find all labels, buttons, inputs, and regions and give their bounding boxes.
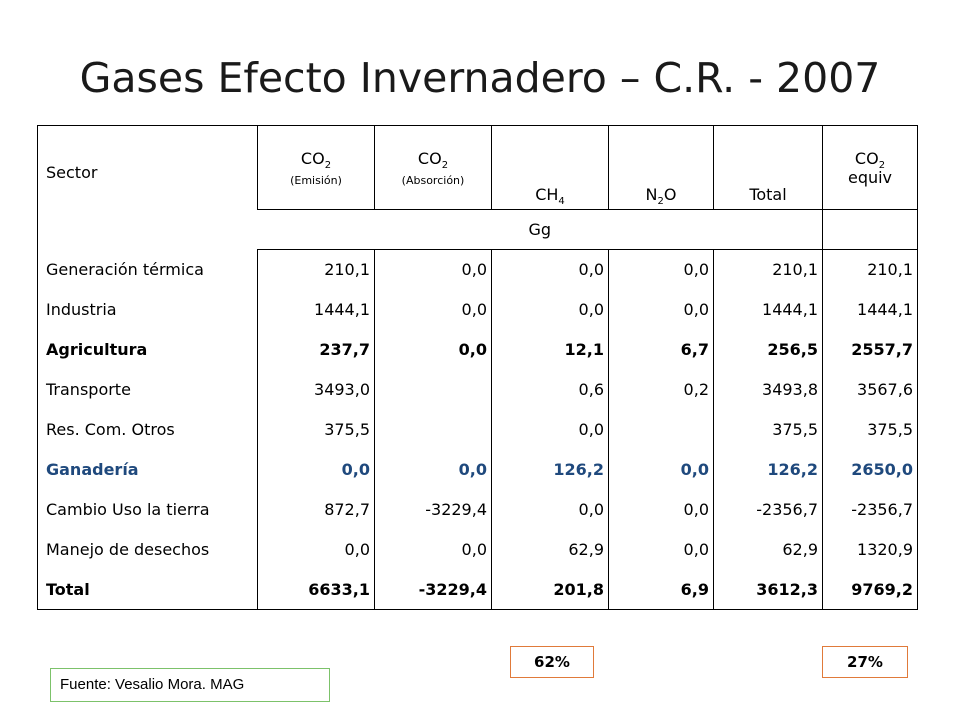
cell-ch4: 62,9 (491, 529, 609, 570)
cell-sector: Total (37, 569, 258, 610)
cell-co2-absorcion (374, 369, 492, 410)
units-row: Gg (37, 209, 918, 250)
cell-co2-equiv: 2557,7 (822, 329, 918, 370)
cell-co2-equiv: 3567,6 (822, 369, 918, 410)
header-co2-equiv: CO2 equiv (822, 125, 918, 210)
cell-co2-equiv: -2356,7 (822, 489, 918, 530)
cell-n2o: 0,2 (608, 369, 714, 410)
cell-ch4: 0,0 (491, 489, 609, 530)
units-label: Gg (257, 209, 823, 250)
cell-ch4: 0,0 (491, 249, 609, 290)
cell-n2o: 0,0 (608, 249, 714, 290)
ch4-percent-badge: 62% (510, 646, 594, 678)
cell-co2-absorcion: 0,0 (374, 329, 492, 370)
header-absorcion-note: (Absorción) (401, 173, 465, 187)
header-sector: Sector (37, 125, 258, 210)
cell-total: 3612,3 (713, 569, 823, 610)
header-co2-emision: CO2 (Emisión) (257, 125, 375, 210)
cell-total: 126,2 (713, 449, 823, 490)
ch4-formula: CH4 (535, 185, 565, 207)
cell-co2-absorcion: -3229,4 (374, 569, 492, 610)
table-row: Transporte 3493,0 0,6 0,2 3493,8 3567,6 (37, 369, 918, 410)
cell-co2-absorcion: 0,0 (374, 249, 492, 290)
cell-co2-emision: 872,7 (257, 489, 375, 530)
header-n2o: N2O (608, 125, 714, 210)
cell-n2o: 0,0 (608, 289, 714, 330)
cell-total: 375,5 (713, 409, 823, 450)
cell-co2-equiv: 210,1 (822, 249, 918, 290)
cell-co2-equiv: 1320,9 (822, 529, 918, 570)
cell-co2-emision: 0,0 (257, 449, 375, 490)
cell-sector: Industria (37, 289, 258, 330)
cell-n2o (608, 409, 714, 450)
cell-co2-emision: 6633,1 (257, 569, 375, 610)
cell-sector: Transporte (37, 369, 258, 410)
cell-co2-equiv: 9769,2 (822, 569, 918, 610)
cell-n2o: 6,9 (608, 569, 714, 610)
cell-co2-emision: 375,5 (257, 409, 375, 450)
cell-sector: Ganadería (37, 449, 258, 490)
cell-sector: Manejo de desechos (37, 529, 258, 570)
header-co2-absorcion: CO2 (Absorción) (374, 125, 492, 210)
table-row: Industria 1444,1 0,0 0,0 0,0 1444,1 1444,1 (37, 289, 918, 330)
cell-total: 210,1 (713, 249, 823, 290)
cell-co2-emision: 237,7 (257, 329, 375, 370)
table-row: Res. Com. Otros 375,5 0,0 375,5 375,5 (37, 409, 918, 450)
header-ch4: CH4 (491, 125, 609, 210)
cell-total: -2356,7 (713, 489, 823, 530)
table-row: Agricultura 237,7 0,0 12,1 6,7 256,5 2557,7 (37, 329, 918, 370)
cell-n2o: 0,0 (608, 489, 714, 530)
cell-total: 1444,1 (713, 289, 823, 330)
co2-formula: CO2 (300, 148, 332, 171)
slide-title: Gases Efecto Invernadero – C.R. - 2007 (79, 54, 881, 102)
cell-total: 3493,8 (713, 369, 823, 410)
cell-co2-emision: 3493,0 (257, 369, 375, 410)
cell-co2-absorcion: 0,0 (374, 529, 492, 570)
cell-co2-emision: 1444,1 (257, 289, 375, 330)
cell-co2-absorcion: 0,0 (374, 289, 492, 330)
n2o-formula: N2O (645, 185, 677, 207)
cell-n2o: 0,0 (608, 529, 714, 570)
cell-co2-absorcion: -3229,4 (374, 489, 492, 530)
cell-ch4: 201,8 (491, 569, 609, 610)
cell-total: 256,5 (713, 329, 823, 370)
table-row: Manejo de desechos 0,0 0,0 62,9 0,0 62,9 1320,… (37, 529, 918, 570)
cell-n2o: 6,7 (608, 329, 714, 370)
cell-sector: Res. Com. Otros (37, 409, 258, 450)
co2-formula: CO2 (417, 148, 449, 171)
cell-n2o: 0,0 (608, 449, 714, 490)
greenhouse-gas-table: Sector CO2 (Emisión) CO2 (Absorción) CH4… (37, 125, 918, 610)
cell-total: 62,9 (713, 529, 823, 570)
cell-ch4: 0,0 (491, 289, 609, 330)
table-row: Ganadería 0,0 0,0 126,2 0,0 126,2 2650,0 (37, 449, 918, 490)
header-total: Total (713, 125, 823, 210)
cell-ch4: 0,6 (491, 369, 609, 410)
cell-sector: Cambio Uso la tierra (37, 489, 258, 530)
cell-co2-equiv: 1444,1 (822, 289, 918, 330)
header-equiv-label: equiv (847, 167, 893, 187)
table-row: Total 6633,1 -3229,4 201,8 6,9 3612,3 9769,2 (37, 569, 918, 610)
header-emision-note: (Emisión) (290, 173, 342, 187)
cell-co2-emision: 210,1 (257, 249, 375, 290)
cell-co2-absorcion (374, 409, 492, 450)
cell-ch4: 12,1 (491, 329, 609, 370)
table-row: Cambio Uso la tierra 872,7 -3229,4 0,0 0,0 -2… (37, 489, 918, 530)
cell-co2-absorcion: 0,0 (374, 449, 492, 490)
cell-co2-emision: 0,0 (257, 529, 375, 570)
cell-sector: Generación térmica (37, 249, 258, 290)
cell-sector: Agricultura (37, 329, 258, 370)
cell-co2-equiv: 2650,0 (822, 449, 918, 490)
cell-ch4: 0,0 (491, 409, 609, 450)
table-row: Generación térmica 210,1 0,0 0,0 0,0 210,1 210… (37, 249, 918, 290)
source-note: Fuente: Vesalio Mora. MAG (50, 668, 330, 702)
cell-ch4: 126,2 (491, 449, 609, 490)
table-header-row: Sector CO2 (Emisión) CO2 (Absorción) CH4… (37, 125, 918, 210)
co2-formula: CO2 (854, 148, 886, 171)
co2-equiv-percent-badge: 27% (822, 646, 908, 678)
cell-co2-equiv: 375,5 (822, 409, 918, 450)
